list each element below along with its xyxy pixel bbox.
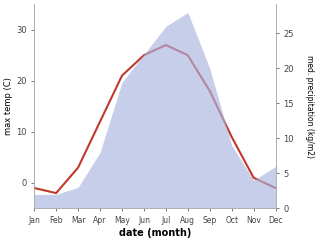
- Y-axis label: med. precipitation (kg/m2): med. precipitation (kg/m2): [305, 55, 314, 158]
- X-axis label: date (month): date (month): [119, 228, 191, 238]
- Y-axis label: max temp (C): max temp (C): [4, 77, 13, 135]
